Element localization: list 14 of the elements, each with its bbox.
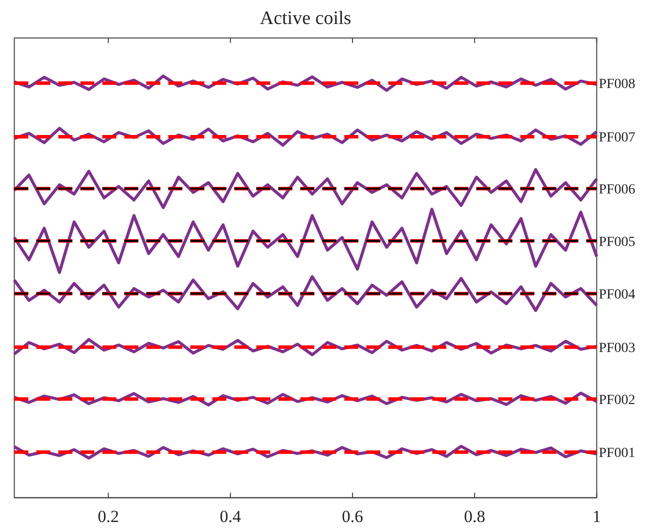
chart-title: Active coils bbox=[260, 8, 352, 29]
x-tick-label: 1 bbox=[592, 506, 601, 526]
x-tick-label: 0.6 bbox=[342, 506, 364, 526]
series-label: PF002 bbox=[598, 392, 636, 408]
series-label: PF006 bbox=[598, 182, 636, 198]
series-label: PF004 bbox=[598, 287, 636, 302]
series-label: PF005 bbox=[598, 234, 636, 250]
series-label: PF003 bbox=[598, 341, 636, 356]
x-tick-label: 0.8 bbox=[464, 506, 486, 526]
x-tick-label: 0.4 bbox=[220, 506, 242, 526]
series-label: PF008 bbox=[598, 77, 636, 92]
series-label: PF007 bbox=[598, 130, 636, 146]
series-label: PF001 bbox=[598, 446, 636, 462]
x-tick-label: 0.2 bbox=[98, 506, 119, 526]
